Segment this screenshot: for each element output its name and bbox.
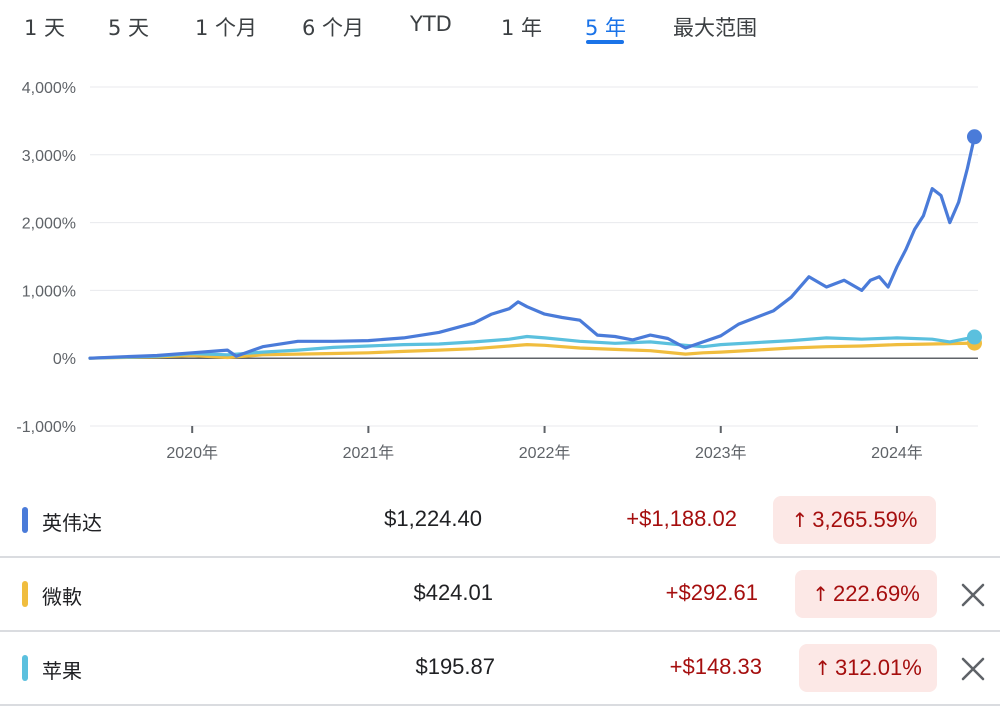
active-tab-indicator <box>586 40 624 44</box>
microsoft-color-swatch <box>22 581 28 607</box>
stock-name: 微軟 <box>42 585 82 609</box>
percent-change-value: 312.01% <box>834 655 922 680</box>
tab-ytd[interactable]: YTD <box>410 12 452 36</box>
tab-6-month[interactable]: 6 个月 <box>302 16 365 40</box>
stock-price: $424.01 <box>413 580 493 605</box>
stock-name: 英伟达 <box>42 511 102 535</box>
stock-name: 苹果 <box>42 659 82 683</box>
percent-change-badge: ↑ 312.01% <box>799 644 937 692</box>
tab-1-day[interactable]: 1 天 <box>24 16 66 40</box>
percent-change-badge: ↑ 3,265.59% <box>773 496 936 544</box>
tab-5-year[interactable]: 5 年 <box>585 16 627 40</box>
price-change: +$148.33 <box>669 654 762 679</box>
close-icon[interactable] <box>958 654 988 684</box>
x-tick-label: 2023年 <box>695 444 747 462</box>
y-tick-label: 1,000% <box>22 283 76 300</box>
performance-chart[interactable]: -1,000% 0% 1,000% 2,000% 3,000% 4,000% 2020年 2… <box>0 60 1000 480</box>
x-tick-label: 2020年 <box>166 444 218 462</box>
range-tabs: 1 天 5 天 1 个月 6 个月 YTD 1 年 5 年 最大范围 <box>0 0 1000 60</box>
y-tick-label: 0% <box>53 351 76 368</box>
percent-change-badge: ↑ 222.69% <box>795 570 937 618</box>
stock-row-nvidia[interactable]: 英伟达 $1,224.40 +$1,188.02 ↑ 3,265.59% <box>0 484 1000 558</box>
y-tick-label: 4,000% <box>22 80 76 97</box>
x-tick-label: 2024年 <box>871 444 923 462</box>
tab-5-day[interactable]: 5 天 <box>108 16 150 40</box>
y-tick-label: 2,000% <box>22 216 76 233</box>
row-divider <box>0 556 1000 558</box>
y-tick-label: 3,000% <box>22 148 76 165</box>
price-change: +$1,188.02 <box>626 506 737 531</box>
tab-1-month[interactable]: 1 个月 <box>195 16 258 40</box>
row-divider <box>0 704 1000 706</box>
series-end-point-nvidia <box>966 129 982 145</box>
y-tick-label: -1,000% <box>16 419 76 436</box>
series-line-nvidia <box>88 135 977 360</box>
series-line-apple <box>88 334 977 360</box>
stock-price: $195.87 <box>415 654 495 679</box>
arrow-up-icon: ↑ <box>812 582 829 606</box>
percent-change-value: 222.69% <box>832 581 920 606</box>
series-end-point-apple <box>966 329 982 345</box>
x-tick-label: 2022年 <box>519 444 571 462</box>
apple-color-swatch <box>22 655 28 681</box>
percent-change-value: 3,265.59% <box>812 507 918 532</box>
tab-max[interactable]: 最大范围 <box>673 16 757 40</box>
row-divider <box>0 630 1000 632</box>
arrow-up-icon: ↑ <box>814 656 831 680</box>
close-icon[interactable] <box>958 580 988 610</box>
stock-price: $1,224.40 <box>384 506 482 531</box>
stock-row-microsoft[interactable]: 微軟 $424.01 +$292.61 ↑ 222.69% <box>0 558 1000 632</box>
price-change: +$292.61 <box>665 580 758 605</box>
nvidia-color-swatch <box>22 507 28 533</box>
x-tick-label: 2021年 <box>343 444 395 462</box>
stock-row-apple[interactable]: 苹果 $195.87 +$148.33 ↑ 312.01% <box>0 632 1000 706</box>
tab-1-year[interactable]: 1 年 <box>501 16 543 40</box>
arrow-up-icon: ↑ <box>791 508 809 532</box>
series-line-microsoft <box>88 341 977 360</box>
